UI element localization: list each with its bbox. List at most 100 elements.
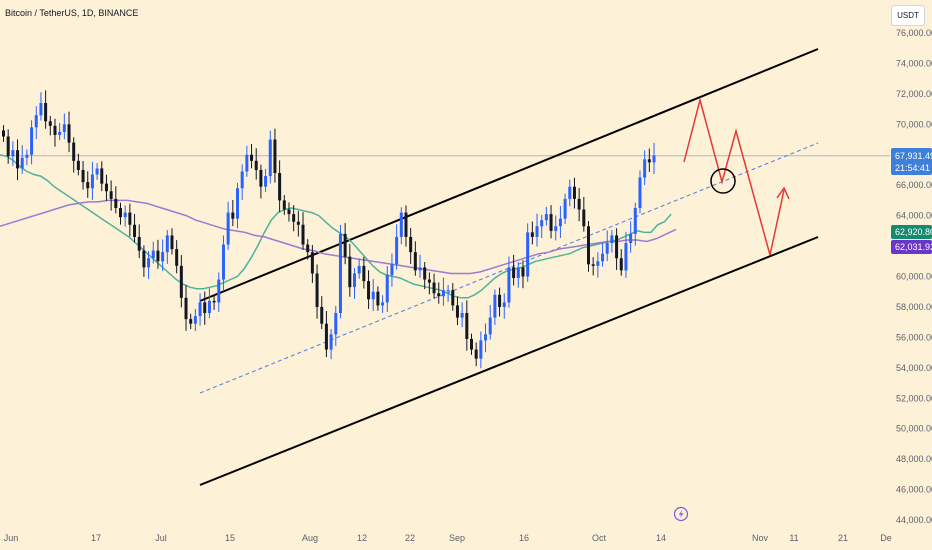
y-tick-label: 58,000.00 (896, 302, 932, 312)
y-tick-label: 70,000.00 (896, 119, 932, 129)
candle (601, 242, 605, 267)
candle (395, 224, 399, 270)
candle (315, 264, 319, 319)
candle (479, 331, 483, 369)
moving-averages (0, 154, 677, 299)
candle (86, 171, 90, 198)
candle (437, 282, 441, 304)
candle (109, 180, 113, 211)
candle (34, 106, 38, 140)
candle (535, 213, 539, 247)
y-tick-label: 48,000.00 (896, 454, 932, 464)
candle (137, 224, 141, 259)
candle (455, 296, 459, 326)
channel-midline[interactable] (199, 142, 819, 394)
channel-lower-line[interactable] (199, 236, 819, 486)
channel-drawings (199, 48, 819, 486)
candle (390, 253, 394, 287)
candle (175, 240, 179, 274)
candle (254, 148, 258, 180)
candle (67, 111, 71, 153)
candle (329, 329, 333, 360)
ema-fast-tag: 62,920.80 (895, 227, 932, 237)
countdown-tag: 21:54:41 (895, 163, 930, 173)
candle (367, 270, 371, 309)
candle (324, 311, 328, 358)
x-tick-label: Nov (752, 533, 769, 543)
candle (142, 245, 146, 277)
candle (418, 254, 422, 278)
retest-circle[interactable] (710, 168, 736, 194)
y-tick-label: 66,000.00 (896, 180, 932, 190)
candle (264, 168, 268, 193)
y-tick-label: 50,000.00 (896, 424, 932, 434)
x-tick-label: 16 (519, 533, 529, 543)
candle (488, 304, 492, 340)
candle (268, 130, 272, 184)
candle (114, 186, 118, 214)
candle (493, 289, 497, 326)
candle (198, 293, 202, 326)
candle (250, 143, 254, 169)
candle (544, 206, 548, 226)
time-axis[interactable]: Jun 17 Jul 15 Aug 12 22 Sep 16 Oct 14 Nov 11 21 De (4, 533, 892, 543)
candle (643, 150, 647, 186)
last-price-tag-bg (891, 148, 932, 175)
candle (30, 120, 34, 165)
y-tick-label: 52,000.00 (896, 393, 932, 403)
candle (381, 295, 385, 313)
candle (638, 170, 642, 214)
candle (278, 160, 282, 213)
candle (6, 129, 10, 164)
candle (399, 207, 403, 245)
candle (357, 258, 361, 279)
candle (189, 313, 193, 330)
price-axis[interactable]: 76,000.0074,000.0072,000.0070,000.0068,0… (896, 28, 932, 525)
candle (310, 244, 314, 284)
candle (353, 268, 356, 299)
ema-slow-tag-bg (891, 240, 932, 254)
candle (441, 277, 445, 306)
candle (591, 257, 595, 276)
candle (385, 265, 389, 312)
candle (568, 179, 572, 207)
candle (11, 141, 15, 166)
candle (128, 203, 132, 237)
y-tick-label: 72,000.00 (896, 89, 932, 99)
candle (624, 232, 628, 278)
candle (558, 206, 562, 238)
x-tick-label: 14 (656, 533, 666, 543)
channel-upper-line[interactable] (199, 48, 819, 302)
projection-arrowhead (776, 186, 790, 200)
candle (563, 193, 567, 224)
y-tick-label: 46,000.00 (896, 485, 932, 495)
candle (502, 293, 506, 319)
ema-slow-line[interactable] (0, 199, 677, 275)
candle (647, 148, 651, 172)
y-tick-label: 74,000.00 (896, 58, 932, 68)
candle (619, 249, 623, 276)
projection-drawings (683, 97, 790, 256)
candle (582, 196, 586, 232)
currency-selector[interactable]: USDT (891, 5, 925, 26)
candle (72, 137, 76, 173)
candle (58, 122, 62, 141)
candle (572, 177, 576, 209)
candle (549, 205, 553, 239)
candle (446, 284, 450, 302)
candle (212, 295, 216, 310)
candle (296, 210, 300, 237)
candle (292, 205, 296, 232)
lightning-icon[interactable] (673, 506, 689, 522)
ema-fast-tag-bg (891, 225, 932, 239)
candle (521, 260, 525, 289)
symbol-title: Bitcoin / TetherUS, 1D, BINANCE (5, 8, 139, 18)
x-tick-label: 21 (838, 533, 848, 543)
y-tick-label: 76,000.00 (896, 28, 932, 38)
candle (516, 262, 520, 288)
x-tick-label: Oct (592, 533, 607, 543)
projection-path-red[interactable] (683, 97, 785, 256)
last-price-tag: 67,931.49 (895, 151, 932, 161)
ema-fast-line[interactable] (0, 154, 672, 299)
